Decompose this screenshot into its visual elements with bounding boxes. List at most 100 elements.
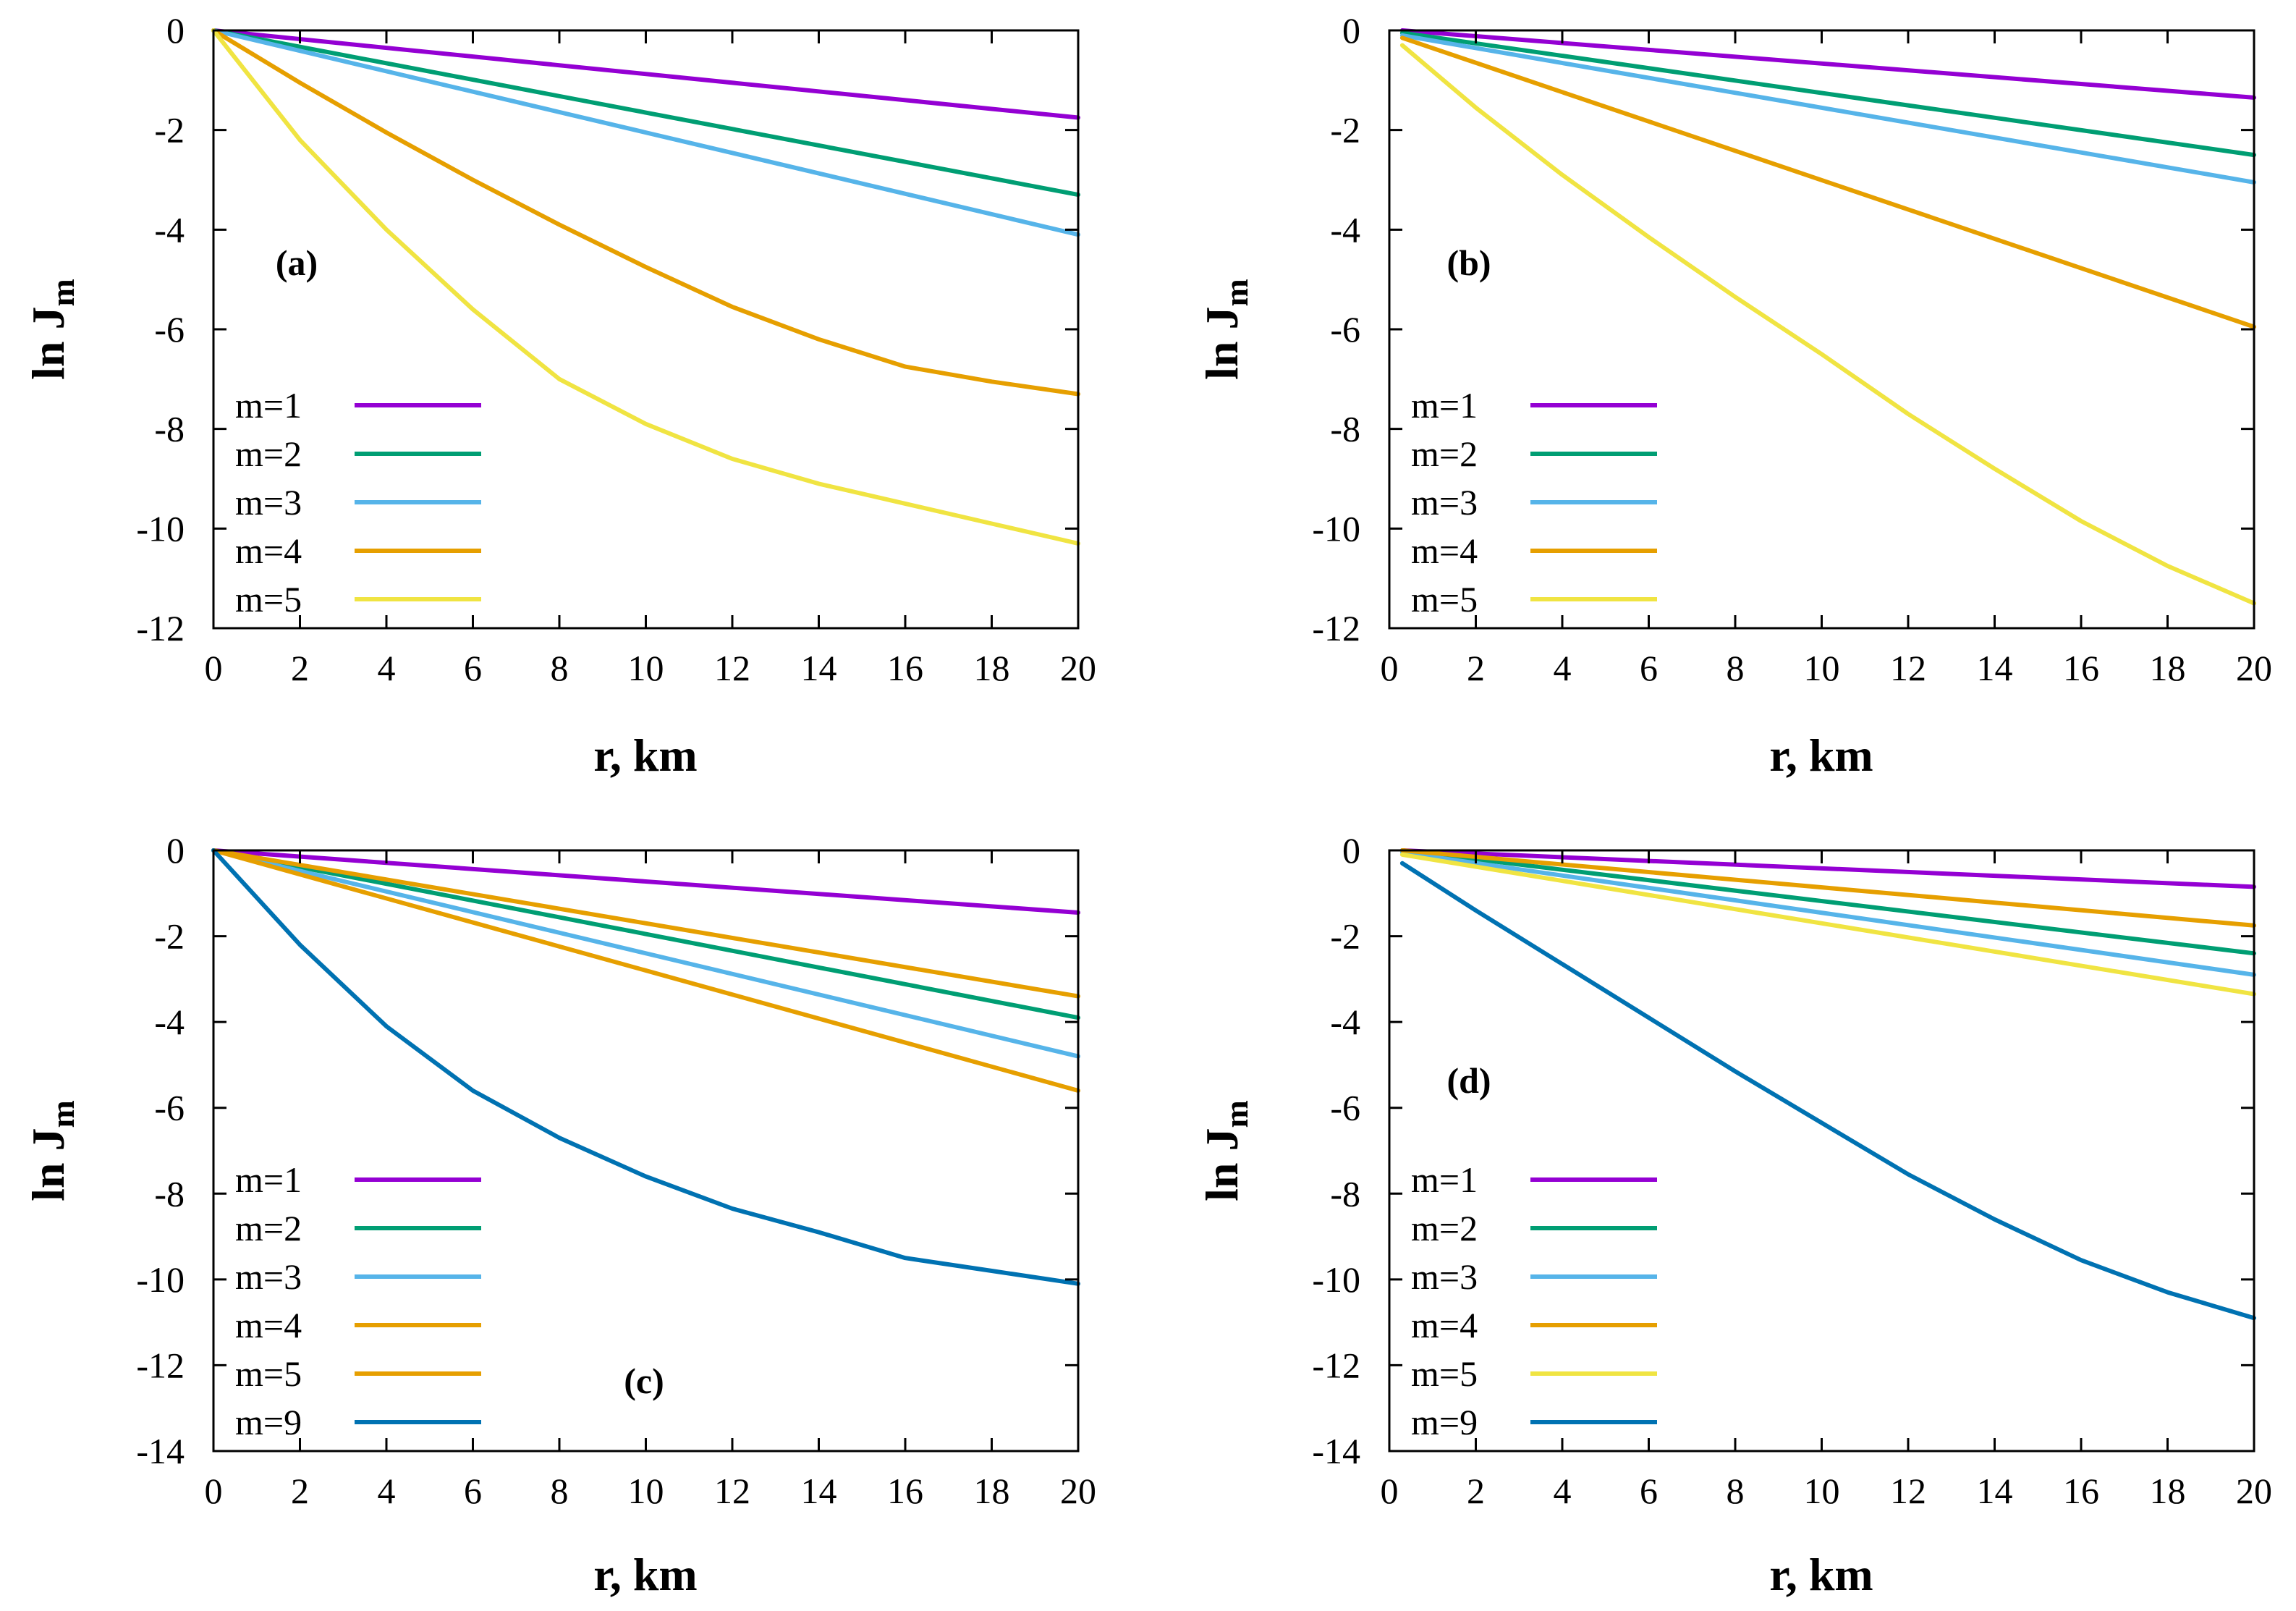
- y-tick-label: -10: [136, 1259, 185, 1300]
- legend-label: m=3: [235, 1256, 302, 1297]
- legend-label: m=5: [1411, 579, 1478, 620]
- panel-label: (c): [624, 1361, 664, 1401]
- series-line-m9: [1399, 861, 2256, 1321]
- panel-3: 0 2 4 6 8 10 12 14 16 18 20 0 -2 -4 -6 -8 -10 -12 -14 (d) r,…: [1196, 830, 2272, 1600]
- legend-label: m=9: [1411, 1402, 1478, 1442]
- legend-label: m=4: [235, 530, 302, 571]
- y-tick-label: -8: [1330, 1173, 1360, 1214]
- legend-label: m=5: [235, 579, 302, 620]
- x-tick-label: 12: [1890, 648, 1926, 688]
- x-axis-title: r, km: [593, 730, 697, 781]
- y-axis-title-main: ln J: [22, 306, 74, 379]
- series-line-m9: [211, 848, 1080, 1286]
- series-line-m3: [1399, 850, 2256, 977]
- x-tick-label: 2: [291, 648, 309, 688]
- y-tick-label: -4: [154, 209, 185, 250]
- x-tick-label: 4: [378, 648, 396, 688]
- y-axis-title-main: ln J: [1196, 306, 1247, 379]
- x-tick-label: 16: [887, 1471, 923, 1511]
- y-tick-label: -2: [154, 110, 185, 151]
- y-axis-title-main: ln J: [1196, 1128, 1247, 1201]
- x-tick-label: 10: [628, 648, 664, 688]
- x-tick-label: 16: [887, 648, 923, 688]
- panel-label: (a): [276, 242, 318, 283]
- x-tick-label: 10: [628, 1471, 664, 1511]
- legend-label: m=3: [235, 482, 302, 523]
- series-line-m4: [1399, 848, 2256, 928]
- x-tick-label: 6: [464, 648, 482, 688]
- x-tick-label: 0: [1381, 648, 1399, 688]
- x-tick-label: 4: [378, 1471, 396, 1511]
- y-axis-title: ln Jm: [22, 1100, 81, 1201]
- x-tick-label: 16: [2063, 648, 2099, 688]
- x-tick-label: 2: [1467, 1471, 1485, 1511]
- series-line-m2: [1399, 30, 2256, 158]
- plot-frame: [1388, 29, 2255, 630]
- x-tick-label: 14: [1977, 1471, 2013, 1511]
- series-line-m4: [211, 28, 1080, 397]
- legend-label: m=5: [235, 1353, 302, 1394]
- x-tick-label: 6: [1640, 648, 1658, 688]
- x-tick-label: 20: [1060, 648, 1096, 688]
- y-axis-title: ln Jm: [1196, 279, 1255, 380]
- x-tick-label: 12: [714, 648, 750, 688]
- x-tick-label: 20: [1060, 1471, 1096, 1511]
- series-line-m4: [1399, 35, 2256, 329]
- x-axis-title: r, km: [593, 1549, 697, 1600]
- legend-label: m=4: [235, 1305, 302, 1345]
- y-tick-label: -8: [154, 409, 185, 449]
- legend-label: m=2: [235, 1208, 302, 1248]
- panel-label: (b): [1446, 242, 1491, 283]
- series-line-m5: [1399, 852, 2256, 997]
- y-tick-label: -10: [1312, 508, 1360, 549]
- y-axis-title-subscript: m: [1218, 279, 1255, 306]
- x-tick-label: 8: [1727, 1471, 1745, 1511]
- panel-2: 0 2 4 6 8 10 12 14 16 18 20 0 -2 -4 -6 -8 -10 -12 -14 (c) r,…: [22, 830, 1096, 1600]
- legend-label: m=5: [1411, 1353, 1478, 1394]
- y-tick-label: -12: [136, 608, 185, 648]
- y-tick-label: -12: [1312, 1345, 1360, 1385]
- series-line-m1: [1399, 28, 2256, 100]
- y-tick-label: -14: [136, 1431, 185, 1471]
- y-tick-label: 0: [1342, 830, 1360, 871]
- x-tick-label: 18: [974, 648, 1010, 688]
- x-tick-label: 18: [2150, 648, 2186, 688]
- legend-label: m=3: [1411, 1256, 1478, 1297]
- legend-label: m=2: [1411, 1208, 1478, 1248]
- x-axis-title: r, km: [1769, 1549, 1873, 1600]
- plot-frame: [212, 29, 1080, 630]
- legend-label: m=4: [1411, 1305, 1478, 1345]
- x-tick-label: 10: [1804, 1471, 1840, 1511]
- panel-1: 0 2 4 6 8 10 12 14 16 18 20 0 -2 -4 -6 -8 -10 -12 (b) r, km…: [1196, 10, 2272, 781]
- series-line-m1: [211, 28, 1080, 120]
- y-tick-label: -12: [1312, 608, 1360, 648]
- x-tick-label: 16: [2063, 1471, 2099, 1511]
- x-tick-label: 12: [1890, 1471, 1926, 1511]
- series-line-m5: [211, 28, 1080, 546]
- x-tick-label: 4: [1554, 1471, 1572, 1511]
- x-tick-label: 0: [1381, 1471, 1399, 1511]
- x-axis-title: r, km: [1769, 730, 1873, 781]
- x-tick-label: 8: [551, 648, 569, 688]
- series-line-m5: [211, 848, 1080, 1093]
- y-tick-label: -8: [154, 1173, 185, 1214]
- series-line-m2: [211, 28, 1080, 198]
- y-axis-title-main: ln J: [22, 1128, 74, 1201]
- y-tick-label: 0: [1342, 10, 1360, 51]
- plot-frame: [1388, 849, 2255, 1453]
- series-line-m2: [211, 848, 1080, 1020]
- series-line-m5: [1399, 43, 2256, 606]
- y-axis-title-subscript: m: [44, 279, 81, 306]
- series-line-m3: [211, 28, 1080, 237]
- x-tick-label: 18: [974, 1471, 1010, 1511]
- legend-label: m=2: [1411, 434, 1478, 474]
- y-tick-label: 0: [166, 10, 185, 51]
- x-tick-label: 4: [1554, 648, 1572, 688]
- x-tick-label: 20: [2236, 1471, 2272, 1511]
- x-tick-label: 8: [551, 1471, 569, 1511]
- y-tick-label: -8: [1330, 409, 1360, 449]
- x-tick-label: 14: [801, 648, 837, 688]
- y-tick-label: -6: [154, 1088, 185, 1128]
- x-tick-label: 20: [2236, 648, 2272, 688]
